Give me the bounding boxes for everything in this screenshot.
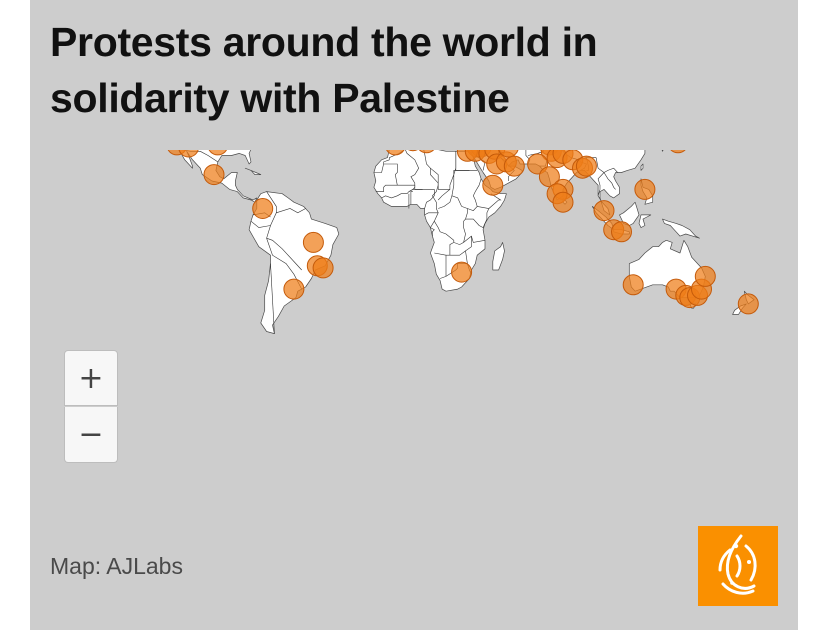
protest-marker[interactable] <box>208 150 228 156</box>
country-border <box>595 157 618 173</box>
country-border <box>381 150 420 199</box>
country-border <box>527 150 544 156</box>
page-title: Protests around the world in solidarity … <box>50 19 598 121</box>
protest-marker[interactable] <box>593 200 615 222</box>
protest-marker[interactable] <box>622 274 644 296</box>
protest-marker[interactable] <box>451 261 473 283</box>
zoom-out-button[interactable]: − <box>64 407 118 463</box>
al-jazeera-logo <box>698 526 778 606</box>
country-border <box>482 208 490 228</box>
country-border <box>603 172 616 190</box>
land-new-guinea <box>662 218 700 239</box>
protest-marker[interactable] <box>503 155 525 177</box>
protest-marker[interactable] <box>482 174 504 196</box>
map-credit: Map: AJLabs <box>50 553 183 579</box>
protest-marker[interactable] <box>737 293 759 315</box>
land-madagascar <box>492 242 505 271</box>
country-border <box>430 227 435 237</box>
protest-marker[interactable] <box>575 155 597 177</box>
protest-marker[interactable] <box>552 191 574 213</box>
protest-marker[interactable] <box>312 257 334 279</box>
protest-marker[interactable] <box>385 150 405 156</box>
protest-marker[interactable] <box>302 231 324 253</box>
country-border <box>397 184 416 190</box>
protest-marker[interactable] <box>634 178 656 200</box>
protest-marker[interactable] <box>611 221 632 243</box>
protest-marker[interactable] <box>178 150 199 158</box>
protest-marker[interactable] <box>252 198 274 219</box>
protest-markers <box>167 150 759 315</box>
world-map[interactable] <box>30 150 798 530</box>
country-border <box>410 191 413 205</box>
protest-marker[interactable] <box>283 278 305 300</box>
country-border <box>451 170 470 207</box>
protest-marker[interactable] <box>498 150 519 158</box>
protest-marker[interactable] <box>668 150 688 154</box>
country-border <box>270 263 275 334</box>
land-sulawesi <box>638 214 652 228</box>
land-cuba <box>244 167 262 175</box>
protest-marker[interactable] <box>403 150 423 152</box>
country-border <box>477 193 502 209</box>
country-border <box>438 195 453 209</box>
country-border <box>465 218 484 228</box>
country-border <box>449 250 466 256</box>
land-south-america <box>248 191 340 334</box>
country-border <box>250 220 271 228</box>
map-panel: Protests around the world in solidarity … <box>30 0 798 630</box>
country-border <box>434 221 455 243</box>
country-border <box>463 235 486 243</box>
country-border <box>597 172 605 196</box>
land-japan <box>661 150 664 152</box>
land-taiwan <box>640 163 644 171</box>
protest-marker[interactable] <box>203 164 225 186</box>
country-border <box>461 178 482 211</box>
land-masses <box>178 150 755 334</box>
country-border <box>408 189 423 192</box>
country-border <box>276 208 306 214</box>
protest-marker[interactable] <box>694 265 716 287</box>
country-border <box>437 189 451 201</box>
zoom-in-button[interactable]: + <box>64 350 118 406</box>
country-border <box>266 237 302 271</box>
protest-marker[interactable] <box>417 150 437 154</box>
country-border <box>424 212 439 228</box>
